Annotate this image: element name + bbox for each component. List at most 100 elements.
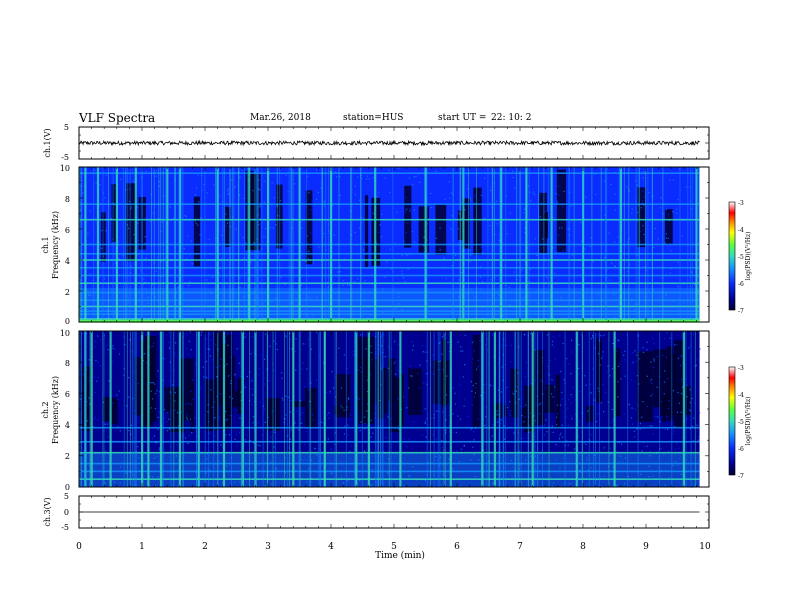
noise-speckle: [401, 309, 403, 311]
frequency-band-line: [79, 203, 700, 205]
noise-speckle: [636, 360, 638, 362]
noise-speckle: [600, 335, 602, 337]
sferic-line: [256, 167, 257, 322]
noise-speckle: [677, 391, 679, 394]
noise-speckle: [258, 368, 260, 370]
noise-speckle: [656, 260, 658, 262]
noise-speckle: [86, 420, 88, 422]
noise-speckle: [384, 356, 386, 358]
noise-speckle: [454, 260, 457, 263]
noise-speckle: [610, 262, 613, 264]
noise-speckle: [424, 421, 426, 423]
noise-speckle: [331, 371, 333, 373]
noise-speckle: [589, 439, 591, 441]
noise-speckle: [557, 194, 560, 196]
ch1-ytick-bottom: -5: [61, 153, 69, 162]
noise-speckle: [350, 260, 352, 262]
noise-speckle: [452, 468, 454, 470]
noise-speckle: [650, 455, 652, 457]
noise-speckle: [151, 437, 153, 440]
noise-speckle: [694, 484, 696, 486]
noise-speckle: [294, 422, 296, 424]
ch1-freq-tick-4: 4: [65, 257, 70, 266]
noise-speckle: [338, 347, 340, 349]
sferic-line: [380, 331, 382, 487]
noise-speckle: [321, 421, 323, 423]
noise-speckle: [313, 448, 315, 450]
noise-speckle: [99, 184, 101, 186]
sferic-line: [249, 331, 250, 487]
noise-speckle: [150, 382, 152, 384]
noise-speckle: [89, 294, 91, 296]
noise-speckle: [553, 239, 555, 241]
noise-speckle: [496, 216, 498, 218]
noise-speckle: [152, 345, 154, 347]
noise-speckle: [531, 193, 534, 195]
noise-speckle: [408, 476, 410, 478]
noise-speckle: [512, 177, 514, 179]
noise-speckle: [251, 380, 253, 382]
noise-speckle: [656, 280, 658, 282]
noise-speckle: [270, 474, 272, 476]
noise-speckle: [479, 276, 481, 278]
noise-speckle: [314, 447, 316, 449]
noise-speckle: [207, 482, 209, 484]
noise-speckle: [158, 411, 160, 413]
noise-speckle: [439, 187, 441, 189]
noise-speckle: [191, 286, 193, 288]
noise-speckle: [632, 361, 634, 364]
sferic-line: [174, 167, 176, 322]
noise-speckle: [105, 230, 107, 232]
noise-speckle: [285, 414, 287, 416]
noise-speckle: [428, 218, 430, 220]
ch2-frequency-label: Frequency (kHz): [51, 376, 60, 444]
noise-speckle: [152, 398, 154, 400]
noise-speckle: [111, 289, 113, 291]
noise-speckle: [95, 359, 97, 362]
noise-speckle: [684, 201, 686, 203]
noise-speckle: [401, 270, 403, 272]
noise-speckle: [86, 368, 88, 371]
noise-speckle: [306, 431, 308, 433]
noise-speckle: [697, 186, 700, 189]
noise-speckle: [371, 484, 373, 486]
noise-speckle: [150, 390, 152, 392]
noise-speckle: [639, 479, 641, 481]
noise-speckle: [633, 430, 635, 432]
noise-speckle: [408, 474, 410, 477]
noise-speckle: [228, 375, 230, 377]
noise-speckle: [656, 416, 659, 418]
noise-speckle: [273, 284, 275, 286]
noise-speckle: [137, 222, 139, 224]
noise-speckle: [370, 314, 372, 316]
sferic-line: [160, 167, 162, 322]
noise-speckle: [300, 284, 302, 286]
noise-speckle: [260, 205, 262, 207]
noise-speckle: [401, 255, 403, 257]
noise-speckle: [346, 400, 348, 402]
sferic-burst: [695, 167, 698, 322]
noise-speckle: [178, 246, 180, 248]
noise-speckle: [477, 360, 479, 362]
noise-speckle: [93, 418, 95, 421]
noise-speckle: [602, 242, 604, 244]
noise-speckle: [284, 418, 286, 420]
noise-speckle: [609, 453, 612, 455]
noise-speckle: [124, 302, 126, 304]
noise-speckle: [168, 311, 170, 313]
noise-speckle: [474, 476, 477, 478]
noise-speckle: [592, 224, 594, 226]
noise-speckle: [556, 404, 559, 406]
noise-speckle: [258, 188, 260, 190]
sferic-line: [258, 167, 259, 322]
noise-speckle: [349, 303, 351, 306]
noise-speckle: [588, 167, 590, 169]
noise-speckle: [616, 450, 618, 452]
noise-speckle: [439, 227, 441, 229]
noise-speckle: [659, 207, 662, 209]
noise-speckle: [425, 373, 427, 375]
noise-speckle: [145, 362, 148, 364]
noise-speckle: [154, 407, 157, 410]
noise-speckle: [370, 351, 372, 354]
noise-speckle: [655, 484, 657, 486]
